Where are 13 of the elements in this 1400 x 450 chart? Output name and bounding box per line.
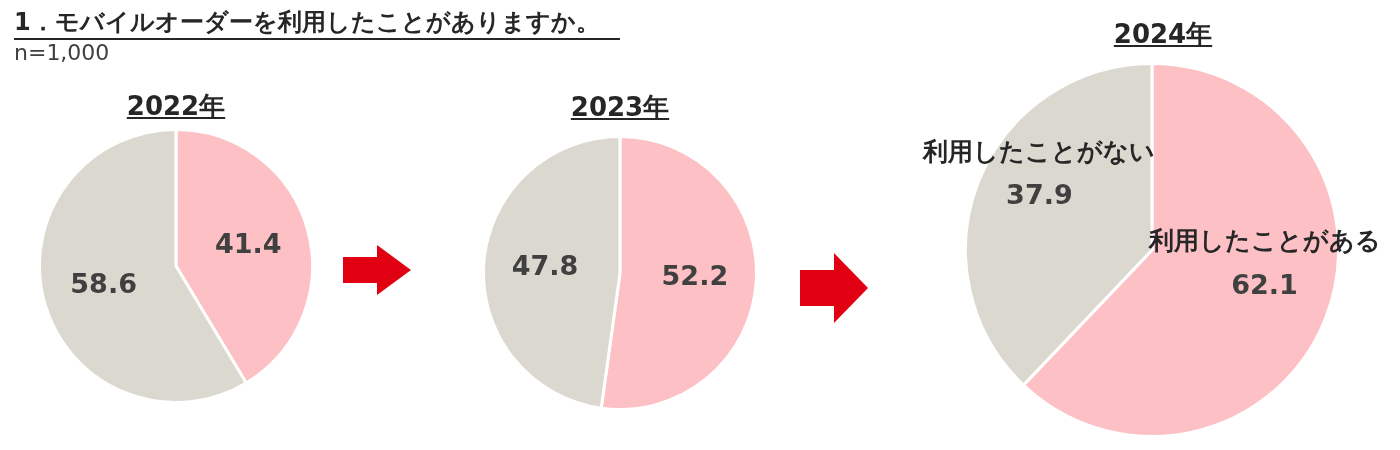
text: n=1,000 <box>14 40 111 65</box>
data-label: 58.6 <box>70 268 137 300</box>
slice-label: 利用したことがある <box>1147 226 1381 256</box>
text: 1．モバイルオーダーを利用したことがありますか。 <box>14 6 620 40</box>
chart-title: 2022年 <box>126 90 226 123</box>
data-label: 47.8 <box>511 249 579 281</box>
chart-title: 2023年 <box>570 91 670 124</box>
slice-label: 利用したことがない <box>922 136 1156 166</box>
data-label: 62.1 <box>1231 269 1298 300</box>
chart-title: 2024年 <box>1113 18 1213 51</box>
data-label: 52.2 <box>661 260 729 292</box>
data-label: 41.4 <box>215 227 282 259</box>
data-label: 37.9 <box>1006 179 1073 211</box>
